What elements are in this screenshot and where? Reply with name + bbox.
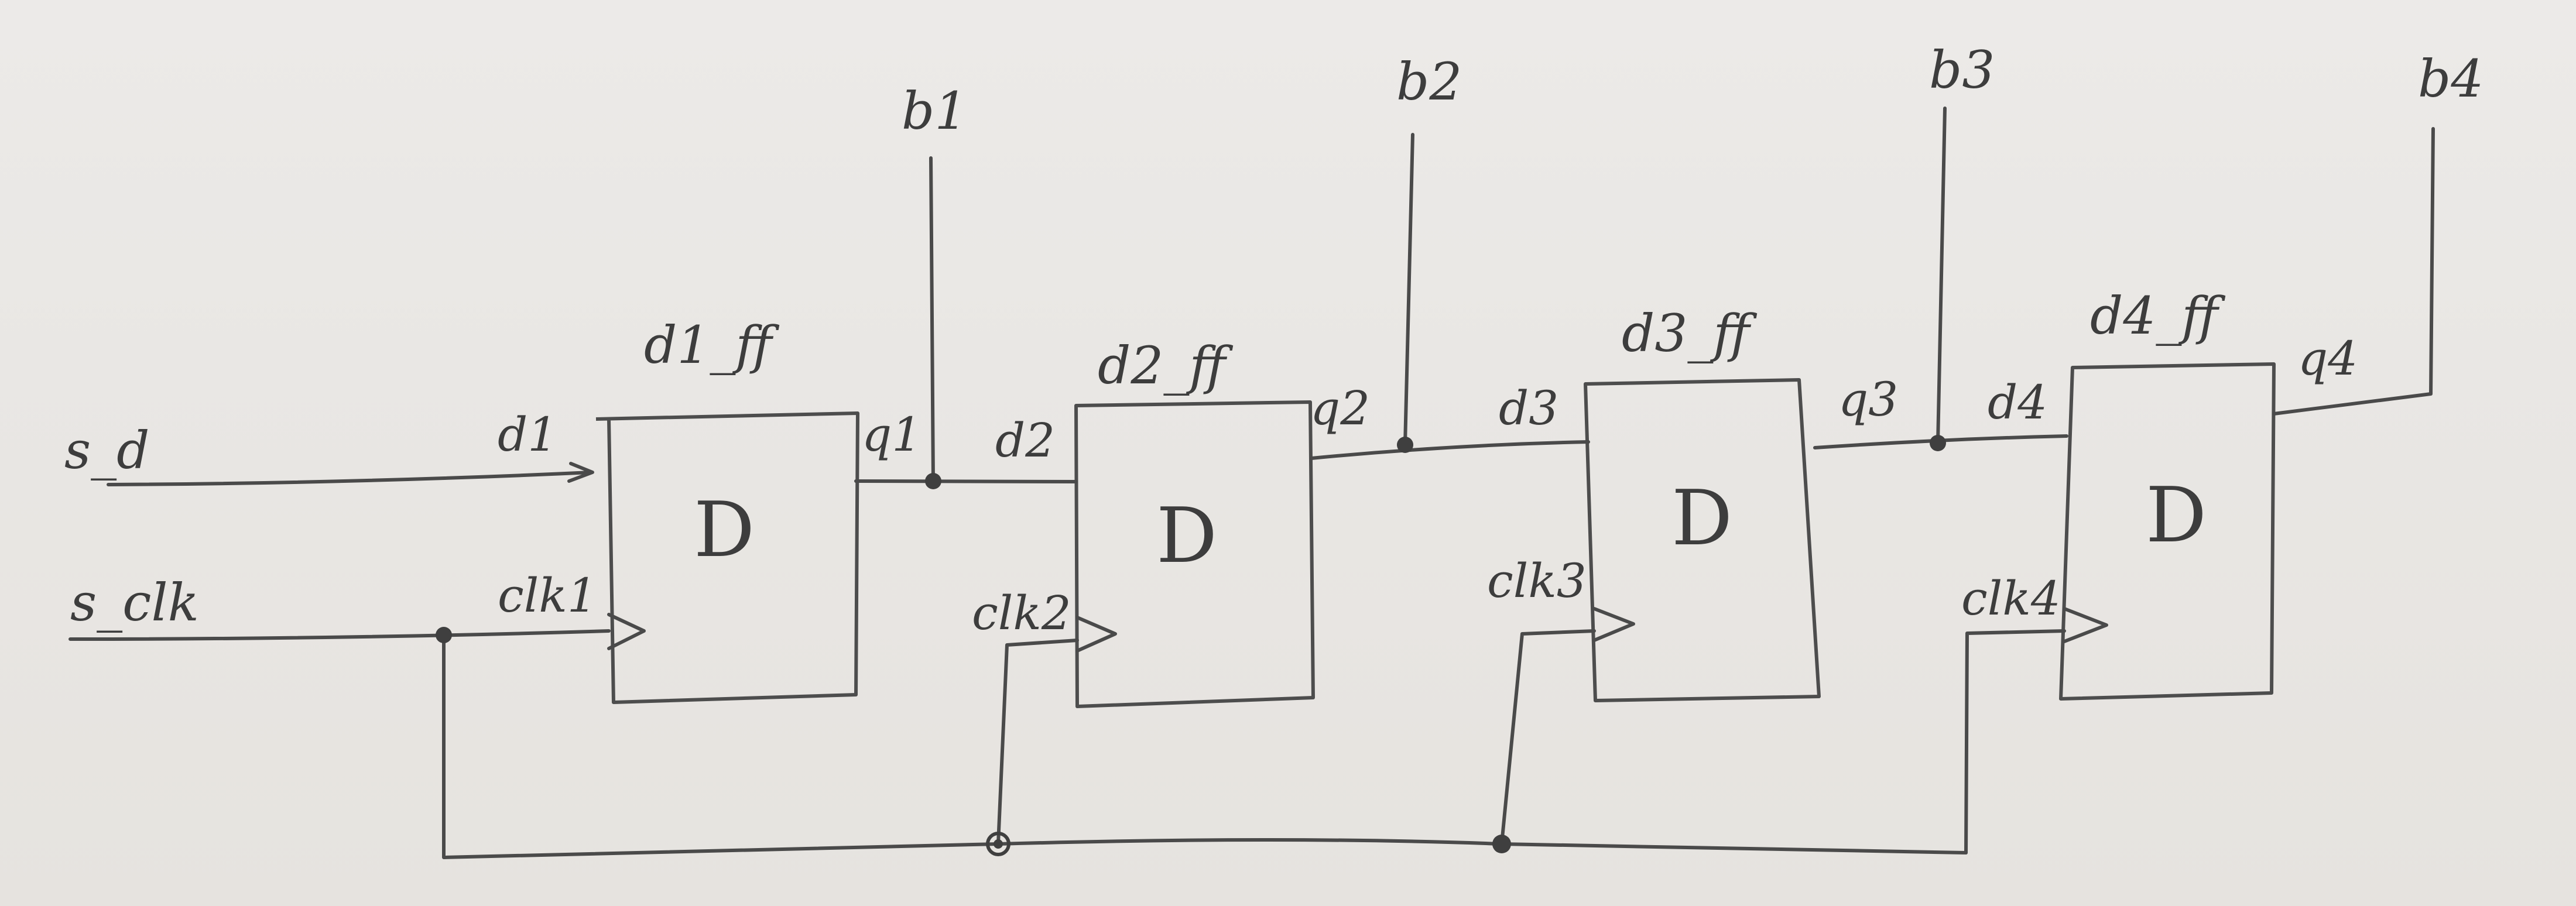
wire-b3 [1936,107,1947,445]
ff1-clk-port: clk1 [498,568,597,623]
input-s-clk-label: s_clk [70,572,199,633]
ff1-name: d1_ff [644,315,779,375]
junction-clk2-center [994,839,1003,849]
ff4-d-port: d4 [1988,375,2047,430]
ff4-clk-port: clk4 [1961,571,2061,626]
ff2-q-port: q2 [1310,381,1370,435]
ff1-d-port: d1 [498,407,557,462]
ff4-clock-triangle [2063,607,2108,643]
wire-clk3 [1500,629,1596,846]
wire-b2 [1403,133,1414,447]
ff1-type: D [694,485,755,574]
ff2-clk-port: clk2 [972,586,1071,640]
wire-q2-d3 [1310,440,1590,460]
wire-clk2 [996,639,1079,846]
arrow-d1 [567,462,594,483]
ff4-name: d4_ff [2090,286,2225,346]
output-b1-label: b1 [902,81,967,141]
ff2-clock-triangle [1075,616,1117,653]
ff1-box [595,411,859,704]
output-b3-label: b3 [1929,40,1995,100]
ff3-box [1584,378,1821,702]
ff4-type: D [2146,471,2207,560]
ff4-box [2059,362,2276,701]
ff3-q-port: q3 [1838,372,1898,427]
output-b2-label: b2 [1396,52,1462,112]
wire-clk4 [1964,629,2066,854]
ff3-name: d3_ff [1622,303,1757,363]
ff3-clk-port: clk3 [1487,554,1587,608]
wire-s-d [107,471,593,486]
wire-s-clk [68,629,611,641]
wire-q4-b4 [2272,127,2435,416]
junction-q1 [925,473,941,489]
wire-clock-bus [442,633,1968,859]
junction-q2 [1397,437,1413,453]
ff4-q-port: q4 [2298,331,2358,386]
ff3-clock-triangle [1592,607,1635,642]
junction-q3 [1930,435,1946,451]
ff3-type: D [1671,473,1732,562]
output-b4-label: b4 [2418,49,2483,109]
ff1-clock-triangle [607,613,646,650]
wire-b1 [929,156,935,483]
ff1-q-port: q1 [862,407,922,462]
wire-q1-d2 [854,479,1078,483]
ff2-name: d2_ff [1098,335,1233,396]
input-s-d-label: s_d [64,420,150,481]
ff2-d-port: d2 [995,413,1055,468]
ff3-d-port: d3 [1499,381,1558,435]
junction-clk3 [1492,835,1511,853]
junction-clk-main [436,627,452,643]
junction-clk2 [986,832,1010,856]
ff2-type: D [1156,491,1217,580]
ff2-box [1074,400,1315,708]
